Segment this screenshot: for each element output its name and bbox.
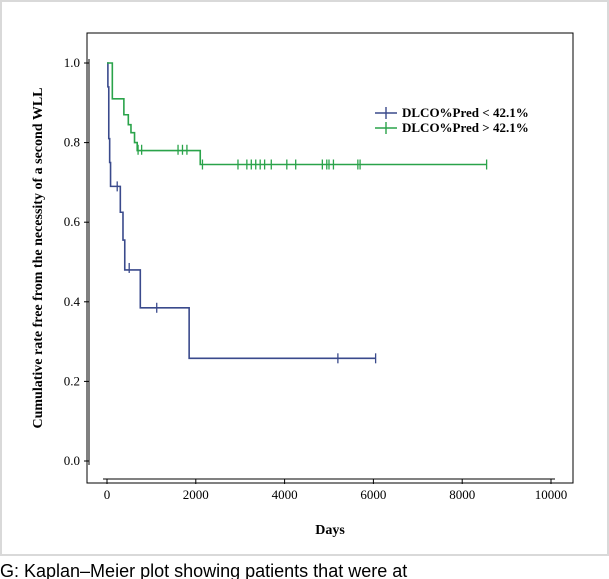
y-tick-label: 1.0: [64, 55, 80, 70]
series-layer: [107, 62, 487, 360]
figure-border: [0, 0, 609, 556]
y-tick-label: 0.2: [64, 373, 80, 388]
x-tick-label: 8000: [449, 487, 475, 502]
y-tick-label: 0.0: [64, 453, 80, 468]
x-tick-label: 4000: [272, 487, 298, 502]
figure-caption: G: Kaplan–Meier plot showing patients th…: [0, 561, 407, 579]
legend-label-2: DLCO%Pred > 42.1%: [402, 120, 529, 135]
x-tick-label: 2000: [183, 487, 209, 502]
x-axis-title: Days: [315, 523, 345, 538]
y-axis: 0.0 0.2 0.4 0.6 0.8 1.0: [64, 55, 90, 468]
y-axis-title: Cumulative rate free from the necessity …: [31, 88, 46, 429]
y-tick-label: 0.8: [64, 135, 80, 150]
x-tick-label: 6000: [360, 487, 386, 502]
km-curve-series-2: [107, 62, 487, 166]
y-tick-label: 0.6: [64, 214, 81, 229]
x-axis: 0 2000 4000 6000 8000 10000: [103, 478, 568, 502]
censor-layer: [116, 144, 488, 364]
x-tick-label: 0: [104, 487, 111, 502]
x-tick-label: 10000: [535, 487, 568, 502]
legend: DLCO%Pred < 42.1%DLCO%Pred > 42.1%: [375, 105, 529, 135]
km-curve-series-1: [107, 62, 376, 360]
legend-label-1: DLCO%Pred < 42.1%: [402, 105, 529, 120]
y-tick-label: 0.4: [64, 294, 81, 309]
plot-frame: [86, 32, 574, 484]
